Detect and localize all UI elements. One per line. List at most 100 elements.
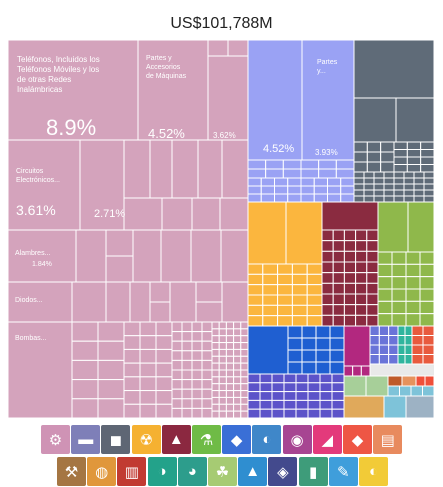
treemap-cell[interactable] [195,281,223,303]
treemap-small-cell[interactable] [419,251,434,265]
treemap-small-cell[interactable] [259,399,273,410]
treemap-small-cell[interactable] [277,315,293,327]
treemap-small-cell[interactable] [171,379,183,390]
treemap-small-cell[interactable] [420,149,434,158]
treemap-small-cell[interactable] [300,159,320,170]
treemap-small-cell[interactable] [247,185,262,195]
treemap-small-cell[interactable] [307,399,321,410]
treemap-small-cell[interactable] [404,354,413,365]
treemap-small-cell[interactable] [377,276,393,290]
treemap-small-cell[interactable] [321,240,334,252]
treemap-small-cell[interactable] [352,365,362,377]
treemap-small-cell[interactable] [399,385,412,397]
treemap-small-cell[interactable] [363,171,375,179]
treemap-small-cell[interactable] [422,354,434,365]
treemap-small-cell[interactable] [97,321,125,342]
treemap-small-cell[interactable] [353,161,368,173]
treemap-small-cell[interactable] [262,294,279,306]
treemap-cell[interactable] [247,201,287,265]
treemap-small-cell[interactable] [321,261,334,274]
vegetable-icon[interactable]: ☘ [208,457,237,486]
treemap-small-cell[interactable] [369,335,380,346]
treemap-small-cell[interactable] [271,382,285,393]
treemap-cell[interactable] [221,281,249,323]
food-icon[interactable]: ◕ [177,457,207,486]
treemap-small-cell[interactable] [313,185,328,195]
treemap-small-cell[interactable] [218,321,227,330]
treemap-small-cell[interactable] [307,408,321,418]
treemap-small-cell[interactable] [291,284,308,296]
treemap-small-cell[interactable] [171,359,183,371]
treemap-small-cell[interactable] [181,350,193,361]
treemap-small-cell[interactable] [403,183,415,191]
treemap-small-cell[interactable] [181,340,193,352]
treemap-cell-bombas[interactable] [8,321,73,418]
treemap-small-cell[interactable] [247,273,264,286]
treemap-cell[interactable] [395,97,434,143]
treemap-small-cell[interactable] [123,403,141,418]
treemap-small-cell[interactable] [240,348,249,357]
treemap-small-cell[interactable] [327,177,342,187]
treemap-small-cell[interactable] [171,340,183,352]
beverages-icon[interactable]: ▮ [298,457,328,486]
treemap-small-cell[interactable] [247,284,264,296]
treemap-small-cell[interactable] [247,304,264,317]
treemap-small-cell[interactable] [211,403,220,412]
treemap-small-cell[interactable] [363,189,375,197]
treemap-small-cell[interactable] [319,391,333,401]
treemap-small-cell[interactable] [225,355,235,364]
treemap-small-cell[interactable] [260,177,275,187]
treemap-small-cell[interactable] [233,410,242,418]
treemap-small-cell[interactable] [155,321,173,337]
treemap-small-cell[interactable] [139,321,157,337]
treemap-small-cell[interactable] [225,410,235,418]
treemap-small-cell[interactable] [218,335,227,344]
treemap-small-cell[interactable] [335,159,355,170]
treemap-small-cell[interactable] [295,382,309,393]
treemap-cell[interactable] [387,375,403,387]
treemap-small-cell[interactable] [233,383,242,392]
treemap-small-cell[interactable] [363,177,375,185]
animal-products-icon[interactable]: ▥ [117,457,147,486]
treemap-small-cell[interactable] [406,149,422,158]
arts-icon[interactable]: ✎ [328,457,358,486]
treemap-small-cell[interactable] [265,168,284,179]
treemap-small-cell[interactable] [139,390,157,405]
treemap-small-cell[interactable] [315,361,331,375]
treemap-small-cell[interactable] [353,141,368,153]
treemap-small-cell[interactable] [123,390,141,405]
treemap-small-cell[interactable] [181,388,193,400]
treemap-small-cell[interactable] [271,391,285,401]
treemap-small-cell[interactable] [233,362,242,371]
treemap-small-cell[interactable] [355,229,368,242]
treemap-small-cell[interactable] [366,151,382,163]
treemap-small-cell[interactable] [225,328,235,337]
treemap-small-cell[interactable] [218,396,227,405]
treemap-small-cell[interactable] [201,398,213,409]
footwear-icon[interactable]: ◢ [312,425,342,454]
treemap-small-cell[interactable] [155,376,173,392]
treemap-small-cell[interactable] [366,141,382,153]
treemap-small-cell[interactable] [211,362,220,371]
treemap-small-cell[interactable] [331,408,345,418]
treemap-cell[interactable] [105,229,134,257]
treemap-small-cell[interactable] [274,185,289,195]
treemap-small-cell[interactable] [277,284,293,296]
treemap-small-cell[interactable] [240,390,249,398]
treemap-small-cell[interactable] [201,359,213,371]
treemap-small-cell[interactable] [355,261,368,274]
treemap-small-cell[interactable] [139,348,157,364]
treemap-small-cell[interactable] [233,376,242,385]
treemap-small-cell[interactable] [391,288,407,302]
treemap-small-cell[interactable] [397,354,406,365]
treemap-small-cell[interactable] [306,263,323,275]
treemap-small-cell[interactable] [343,375,367,397]
treemap-small-cell[interactable] [321,229,334,242]
treemap-small-cell[interactable] [211,335,220,344]
treemap-small-cell[interactable] [397,325,406,336]
treemap-small-cell[interactable] [233,328,242,337]
treemap-small-cell[interactable] [321,314,334,327]
treemap-small-cell[interactable] [315,349,331,363]
treemap-small-cell[interactable] [240,383,249,392]
treemap-small-cell[interactable] [225,335,235,344]
